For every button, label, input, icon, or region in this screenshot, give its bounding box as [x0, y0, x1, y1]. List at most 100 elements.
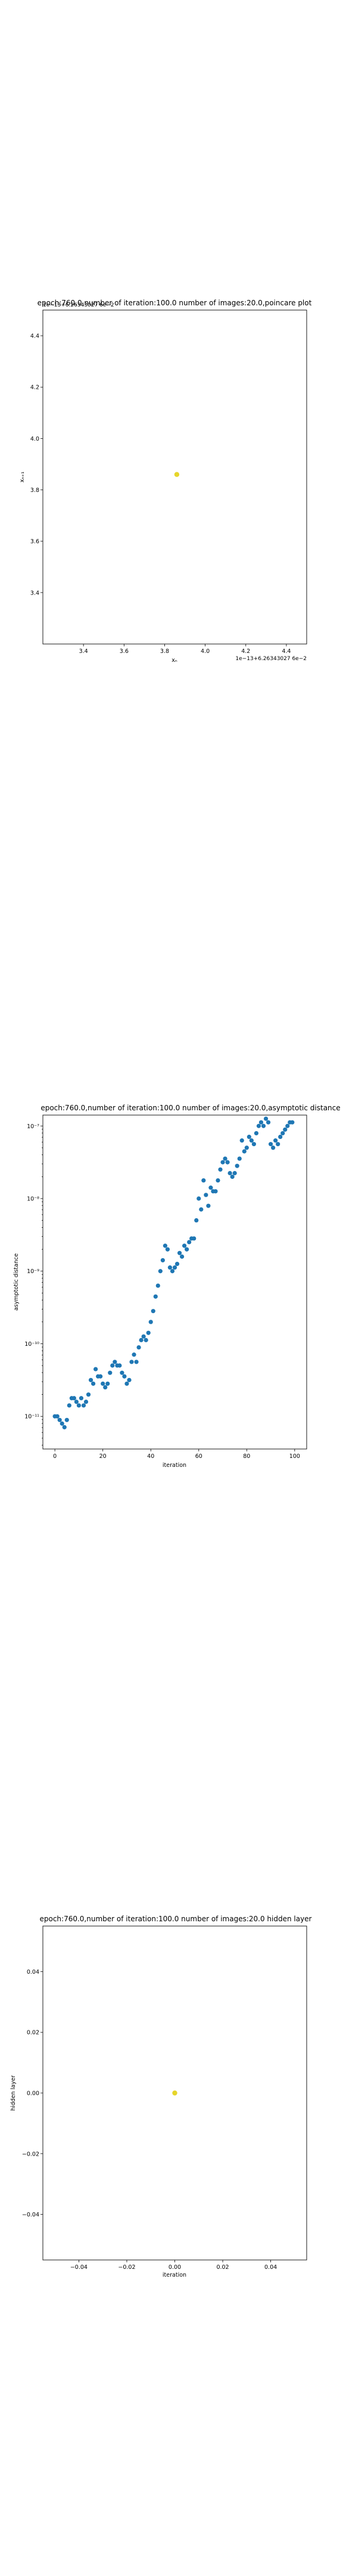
x-tick-label: −0.02 — [118, 2264, 135, 2271]
data-point — [268, 1142, 273, 1147]
asymptotic-distance-plot: epoch:760.0,number of iteration:100.0 nu… — [13, 1104, 341, 1469]
data-point — [194, 1218, 199, 1223]
data-point — [187, 1240, 192, 1244]
data-point — [81, 1403, 86, 1408]
data-point — [227, 1171, 232, 1175]
x-tick-label: 3.8 — [160, 648, 169, 655]
data-point — [146, 1330, 151, 1335]
y-tick-label: 0.00 — [27, 2091, 39, 2097]
data-points — [174, 472, 180, 477]
y-tick-label: 10⁻⁸ — [27, 1196, 39, 1203]
x-tick-label: 3.6 — [120, 648, 129, 655]
data-point — [216, 1178, 220, 1183]
data-point — [273, 1138, 278, 1143]
data-point — [276, 1142, 280, 1147]
data-point — [98, 1374, 103, 1379]
x-axis-label: xₙ — [172, 657, 177, 664]
data-point — [256, 1123, 261, 1128]
x-tick-label: 40 — [147, 1453, 154, 1460]
data-point — [134, 1360, 139, 1364]
data-point — [160, 1258, 165, 1263]
data-point — [139, 1337, 144, 1342]
data-point — [204, 1193, 208, 1197]
data-point — [232, 1171, 237, 1175]
y-tick-label: 3.4 — [30, 590, 39, 596]
y-tick-label: 10⁻¹⁰ — [24, 1341, 39, 1348]
data-point — [122, 1374, 127, 1379]
data-point — [213, 1189, 218, 1194]
data-point — [172, 2090, 177, 2096]
data-point — [71, 1396, 76, 1401]
poincare-plot: epoch:760.0,number of iteration:100.0 nu… — [19, 299, 312, 664]
data-point — [113, 1360, 117, 1364]
x-ticks: 0 20 40 60 80 100 — [53, 1449, 300, 1460]
data-point — [167, 1265, 173, 1270]
data-point — [218, 1167, 223, 1172]
data-point — [258, 1120, 264, 1125]
chart-title: epoch:760.0,number of iteration:100.0 nu… — [39, 1915, 311, 1923]
data-point — [88, 1377, 93, 1382]
data-point — [174, 472, 180, 477]
data-point — [132, 1352, 136, 1357]
data-point — [239, 1138, 244, 1143]
data-point — [108, 1370, 113, 1375]
data-point — [117, 1363, 122, 1368]
y-tick-label: 4.0 — [30, 436, 39, 442]
data-point — [76, 1403, 82, 1408]
x-axis-label: iteration — [163, 1462, 186, 1469]
y-axis-label: asymptotic distance — [13, 1253, 20, 1311]
x-tick-label: 0.00 — [169, 2264, 181, 2271]
y-tick-label: 3.8 — [30, 487, 39, 494]
data-point — [225, 1160, 230, 1165]
data-point — [192, 1236, 197, 1241]
x-tick-label: −0.04 — [70, 2264, 88, 2271]
x-ticks: −0.04 −0.02 0.00 0.02 0.04 — [70, 2260, 277, 2271]
data-point — [153, 1294, 158, 1299]
data-point — [64, 1417, 69, 1422]
data-point — [86, 1392, 91, 1397]
data-point — [283, 1127, 288, 1132]
x-offset-label: 1e−13+6.26343027 6e−2 — [235, 656, 307, 662]
x-tick-label: 0 — [53, 1453, 57, 1460]
x-tick-label: 3.4 — [79, 648, 88, 655]
data-point — [174, 1261, 180, 1267]
data-point — [179, 1254, 185, 1259]
data-point — [266, 1120, 271, 1125]
data-point — [101, 1381, 105, 1386]
data-point — [127, 1377, 132, 1382]
data-point — [105, 1381, 110, 1386]
data-point — [242, 1149, 247, 1154]
data-point — [244, 1145, 249, 1150]
y-axis-label: xₙ₊₁ — [19, 472, 26, 482]
data-point — [62, 1425, 67, 1430]
data-point — [129, 1360, 134, 1364]
data-point — [271, 1145, 276, 1150]
data-point — [182, 1243, 187, 1248]
data-point — [247, 1134, 251, 1140]
data-point — [151, 1309, 155, 1314]
data-point — [57, 1417, 62, 1422]
data-point — [55, 1414, 60, 1419]
data-point — [285, 1123, 290, 1128]
data-point — [185, 1247, 189, 1252]
data-point — [91, 1381, 96, 1386]
data-point — [177, 1250, 182, 1255]
y-tick-label: 4.4 — [30, 333, 39, 340]
hidden-layer-plot: epoch:760.0,number of iteration:100.0 nu… — [10, 1915, 312, 2278]
y-tick-label: −0.04 — [22, 2212, 39, 2218]
data-point — [136, 1345, 141, 1350]
y-ticks: 10⁻¹¹ 10⁻¹⁰ 10⁻⁹ 10⁻⁸ 10⁻⁷ — [24, 1123, 43, 1446]
data-point — [254, 1131, 259, 1136]
y-tick-label: 0.02 — [27, 2030, 39, 2036]
data-point — [223, 1156, 227, 1161]
data-point — [197, 1196, 201, 1201]
data-point — [148, 1320, 153, 1324]
data-point — [155, 1283, 160, 1288]
data-point — [158, 1269, 163, 1274]
data-point — [278, 1134, 283, 1140]
x-tick-label: 20 — [99, 1453, 107, 1460]
plot-frame — [42, 309, 307, 645]
x-axis-label: iteration — [163, 2272, 186, 2278]
data-point — [74, 1400, 79, 1404]
